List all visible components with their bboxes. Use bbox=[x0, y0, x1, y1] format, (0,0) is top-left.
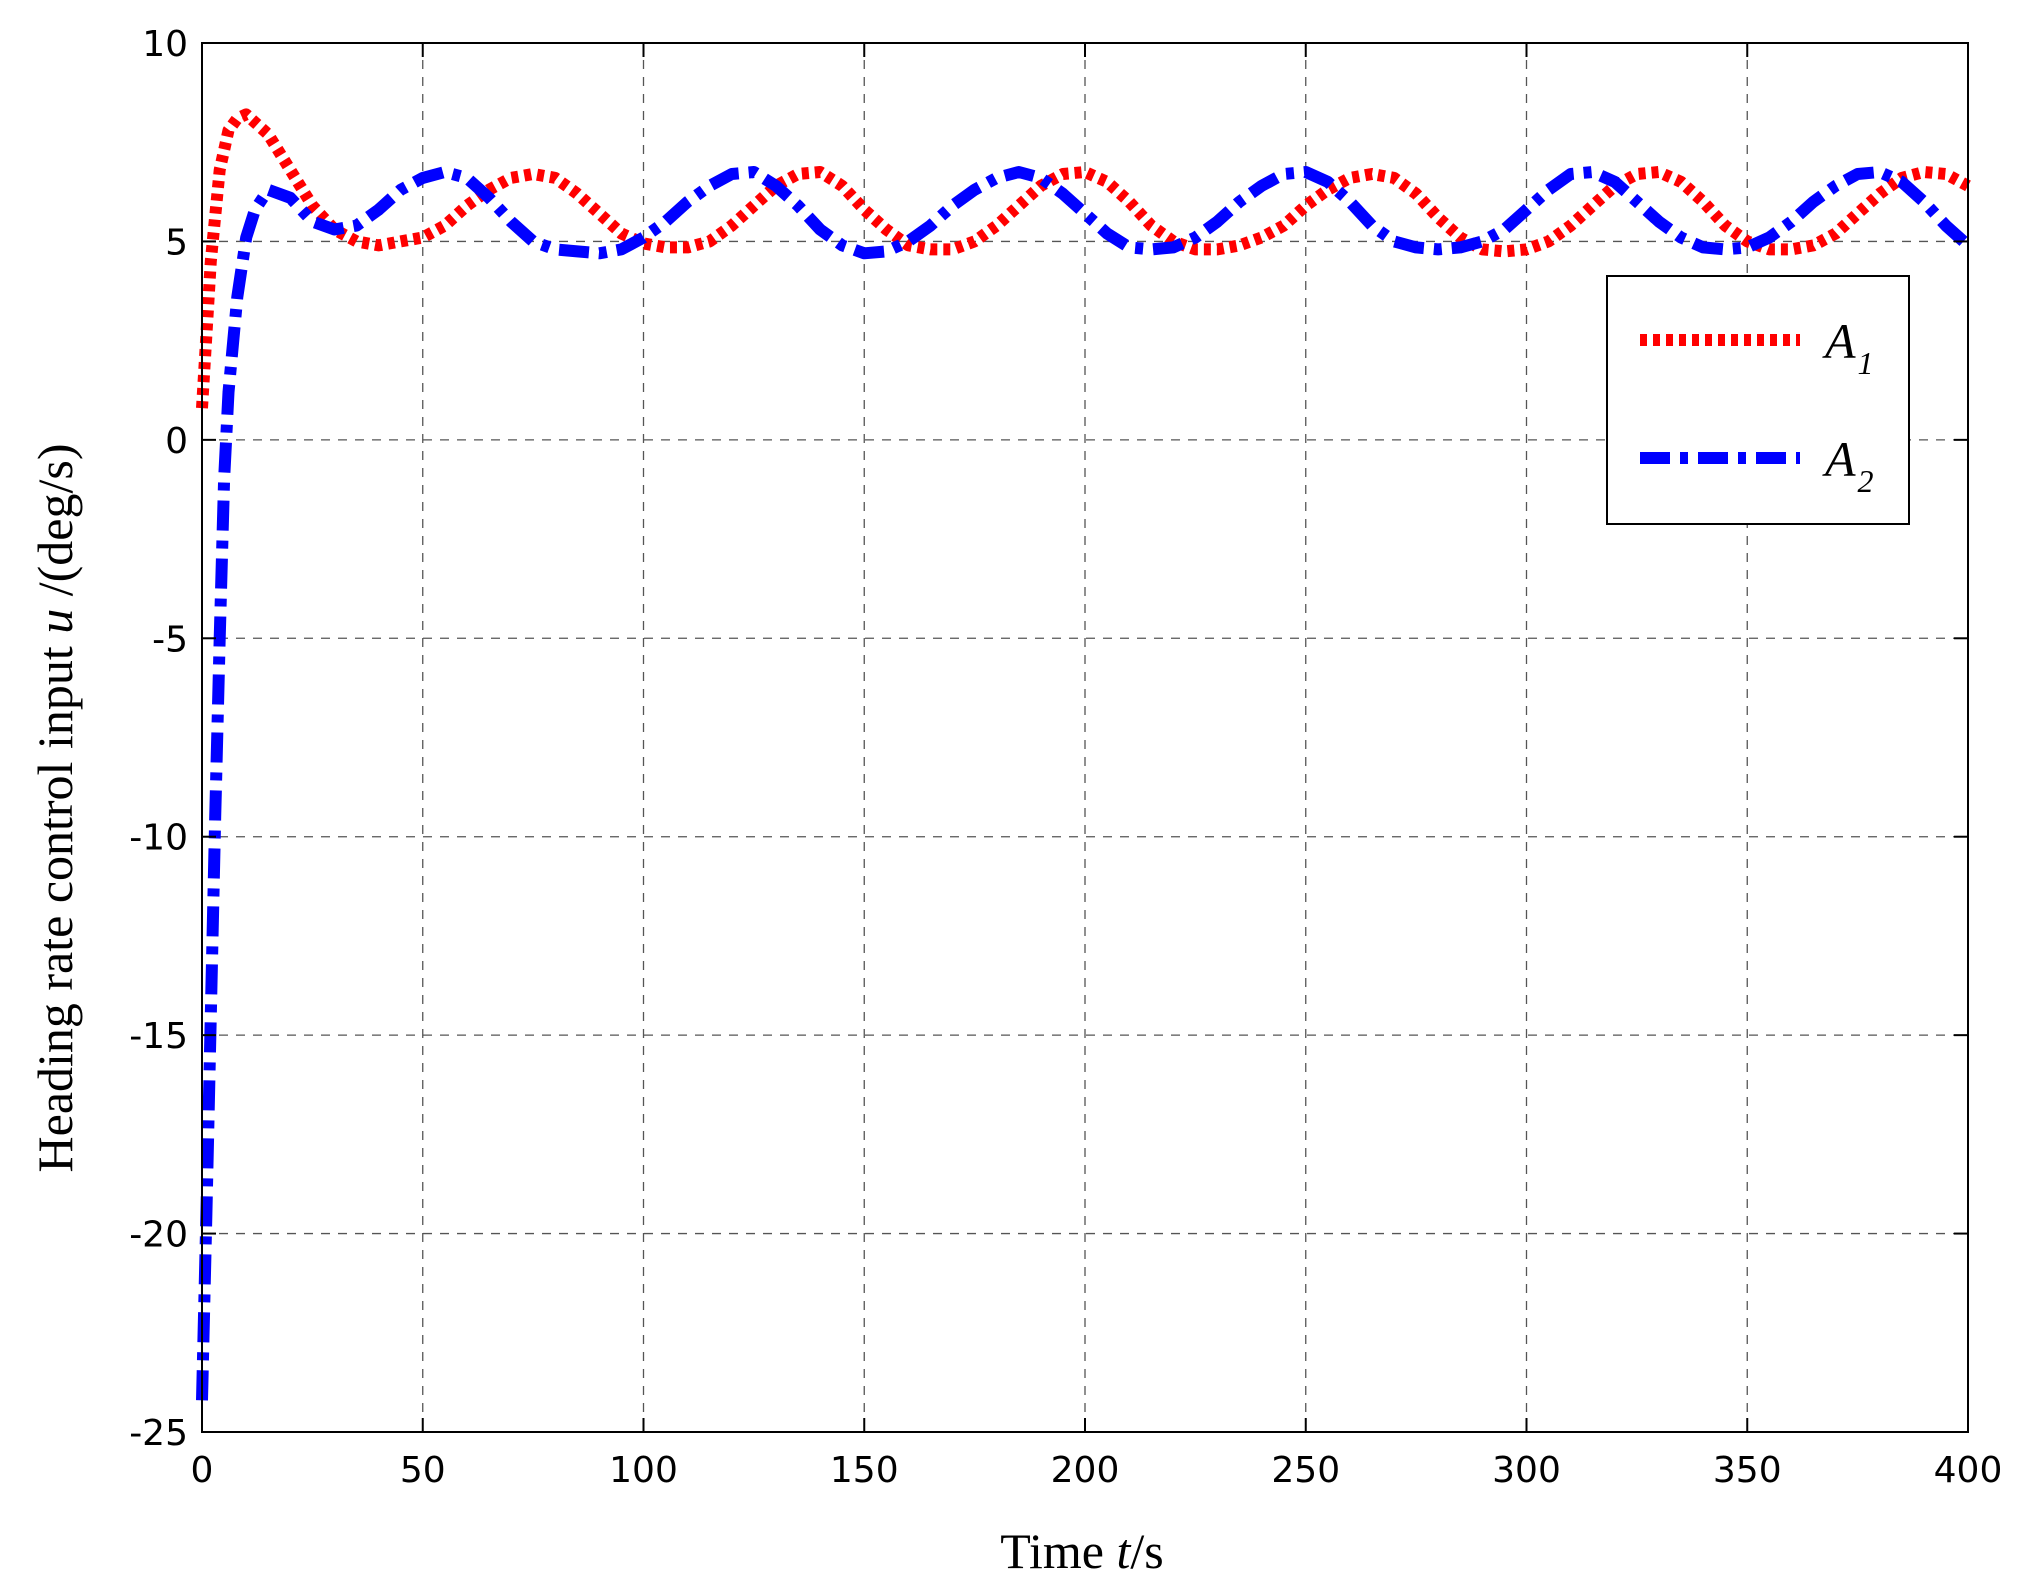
x-tick-label: 50 bbox=[400, 1450, 446, 1491]
grid-lines bbox=[202, 43, 1968, 1432]
y-tick-label: 10 bbox=[142, 24, 188, 65]
x-tick-label: 300 bbox=[1492, 1450, 1561, 1491]
legend: A1 A2 bbox=[1606, 275, 1910, 525]
x-tick-label: 0 bbox=[191, 1450, 214, 1491]
legend-box bbox=[1606, 275, 1910, 525]
x-tick-label: 400 bbox=[1934, 1450, 2003, 1491]
x-axis-title: Time t/s bbox=[1000, 1523, 1164, 1579]
y-tick-label: -5 bbox=[152, 619, 188, 660]
y-tick-label: -15 bbox=[129, 1016, 188, 1057]
y-axis-title-prefix: Heading rate control input bbox=[27, 634, 83, 1173]
y-axis-title: Heading rate control input u /(deg/s) bbox=[27, 444, 83, 1173]
legend-label-a1: A1 bbox=[1822, 313, 1874, 381]
x-tick-label: 350 bbox=[1713, 1450, 1782, 1491]
x-tick-label: 200 bbox=[1051, 1450, 1120, 1491]
series-line-a1 bbox=[196, 108, 1971, 409]
x-tick-label: 150 bbox=[830, 1450, 899, 1491]
legend-label-a1-base: A bbox=[1822, 313, 1856, 369]
y-tick-label: -20 bbox=[129, 1215, 188, 1256]
x-axis-title-variable: t bbox=[1117, 1523, 1132, 1579]
legend-label-a2: A2 bbox=[1822, 431, 1874, 499]
legend-label-a2-subscript: 2 bbox=[1858, 463, 1874, 499]
y-tick-label: 5 bbox=[165, 222, 188, 263]
x-tick-label: 250 bbox=[1271, 1450, 1340, 1491]
axis-ticks: 0 50 100 150 200 250 300 350 4001050-5-10-15-20-… bbox=[129, 24, 2002, 1491]
series-line-a2 bbox=[196, 166, 1973, 1401]
x-axis-title-prefix: Time bbox=[1000, 1523, 1116, 1579]
y-axis-title-suffix: /(deg/s) bbox=[27, 444, 83, 609]
x-axis-title-suffix: /s bbox=[1130, 1523, 1163, 1579]
legend-label-a1-subscript: 1 bbox=[1858, 345, 1874, 381]
y-axis-title-variable: u bbox=[27, 609, 83, 634]
legend-label-a2-base: A bbox=[1822, 431, 1856, 487]
x-tick-label: 100 bbox=[609, 1450, 678, 1491]
series-layer bbox=[196, 108, 1973, 1401]
y-tick-label: 0 bbox=[165, 421, 188, 462]
y-tick-label: -25 bbox=[129, 1413, 188, 1454]
y-tick-label: -10 bbox=[129, 818, 188, 859]
